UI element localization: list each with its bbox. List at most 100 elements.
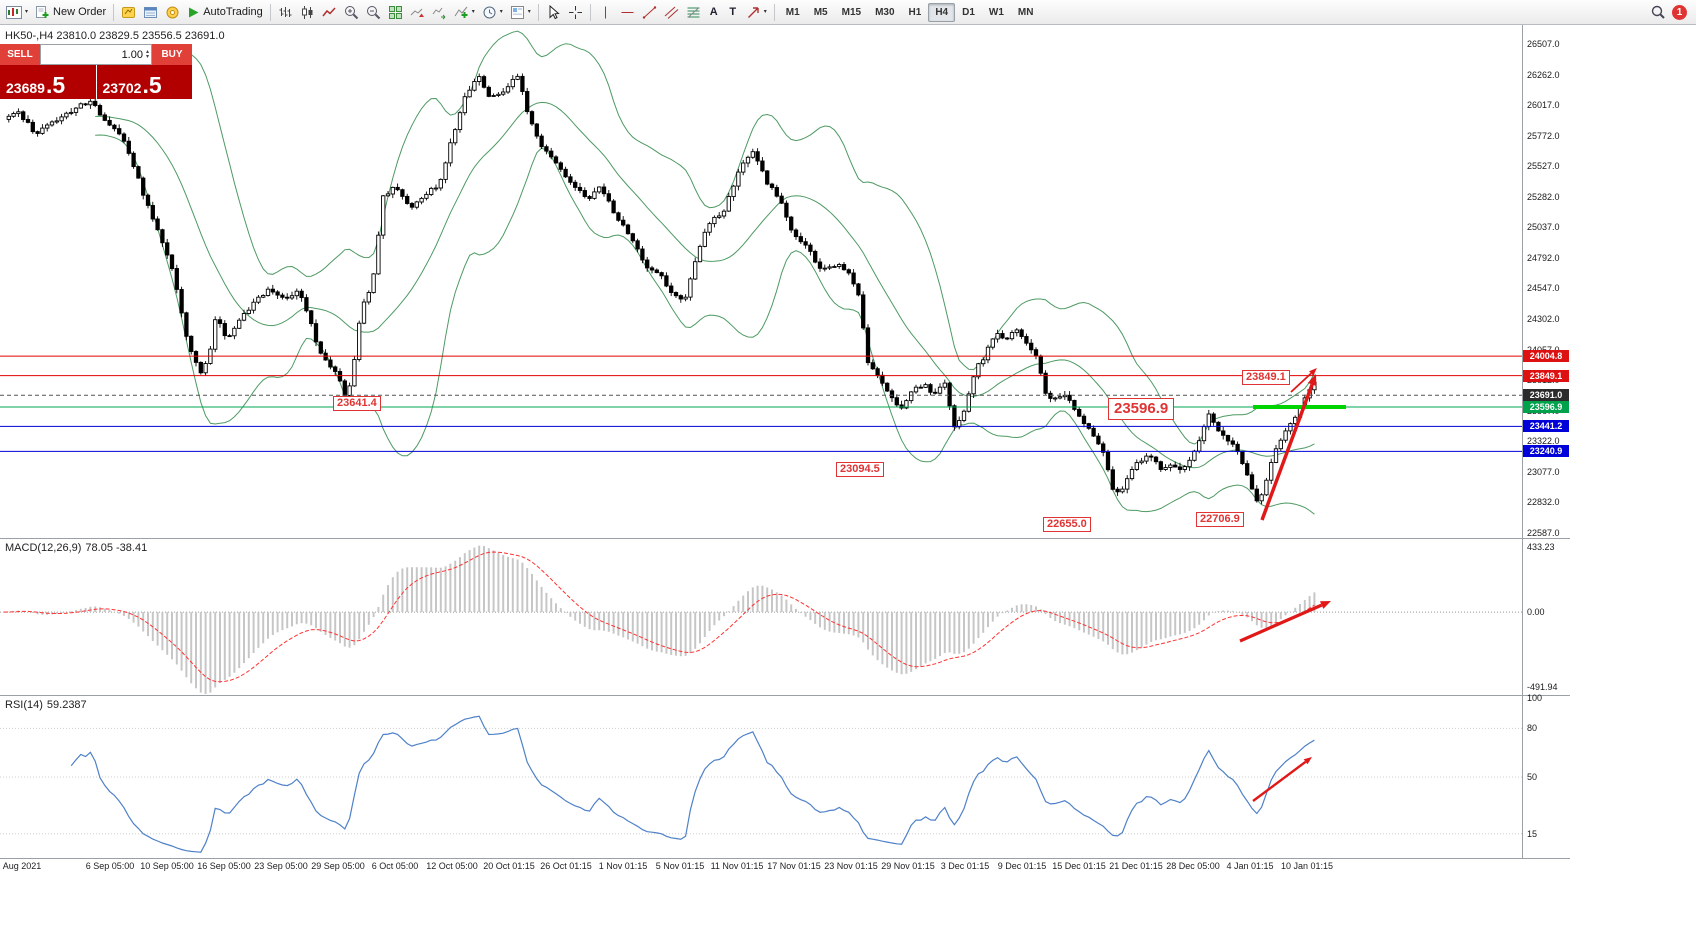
price-axis-label: 24057.0 [1527,345,1560,355]
sell-price[interactable]: 23689.5 [0,65,96,99]
tile-windows-button[interactable] [385,2,406,23]
time-axis-label: 10 Sep 05:00 [140,861,194,871]
time-axis-label: 26 Oct 01:15 [540,861,592,871]
price-level-label: 24004.8 [1523,350,1569,363]
new-chart-button[interactable]: ▾ [3,2,31,23]
templates-button[interactable]: ▾ [507,2,534,23]
timeframe-m15[interactable]: M15 [841,6,862,18]
time-axis-label: 28 Dec 05:00 [1166,861,1220,871]
text-tool-button[interactable]: A [705,2,723,23]
candlestick-icon [301,5,313,19]
indicators-button[interactable]: ▾ [451,2,478,23]
price-annotation: 22706.9 [1196,512,1244,527]
panel-separator[interactable] [0,538,1570,539]
candlestick-mode-button[interactable] [297,2,318,23]
time-axis-label: 4 Jan 01:15 [1226,861,1274,871]
fibonacci-tool-button[interactable] [683,2,704,23]
chart-shift-icon [432,7,446,19]
time-axis-label: 23 Nov 01:15 [824,861,878,871]
toolbar-separator [113,3,115,21]
buy-button[interactable]: BUY [152,44,192,65]
price-chart-canvas[interactable] [0,25,1522,538]
price-annotation: 23641.4 [333,396,381,411]
periods-button[interactable]: ▾ [479,2,506,23]
channel-tool-button[interactable] [661,2,682,23]
time-axis-label: 10 Jan 01:15 [1280,861,1334,871]
zoom-out-button[interactable] [363,2,384,23]
toolbar-separator [773,3,775,21]
time-axis-label: 3 Dec 01:15 [940,861,990,871]
search-button[interactable] [1647,2,1669,23]
price-axis-label: 22832.0 [1527,497,1560,508]
strategy-tester-button[interactable] [162,2,183,23]
price-level-label: 23596.9 [1523,401,1569,414]
one-click-trading-panel: SELL 1.00 ▴ ▾ BUY 23689.5 23702.5 [0,44,192,99]
bar-chart-mode-button[interactable] [275,2,296,23]
cursor-tool-button[interactable] [543,2,564,23]
trendline-tool-button[interactable] [639,2,660,23]
arrows-tool-button[interactable]: ▾ [743,2,770,23]
new-order-icon [36,5,49,18]
main-toolbar: ▾ New Order AutoTrading ▾ ▾ ▾ A T ▾ [0,0,1696,25]
panel-separator[interactable] [0,695,1570,696]
time-axis-label: 17 Nov 01:15 [767,861,821,871]
rsi-name: RSI(14) [5,699,43,711]
timeframe-group: M1 M5 M15 M30 H1 H4 D1 W1 MN [779,2,1041,22]
price-annotation: 22655.0 [1043,517,1091,532]
price-axis-border [1522,25,1523,858]
macd-label: MACD(12,26,9) 78.05 -38.41 [5,542,147,554]
timeframe-m5[interactable]: M5 [813,6,828,18]
macd-name: MACD(12,26,9) [5,542,82,554]
chevron-down-icon: ▾ [471,9,475,15]
timeframe-m30[interactable]: M30 [875,6,895,18]
autotrading-play-icon [189,7,199,17]
cursor-icon [549,4,560,19]
new-order-button[interactable]: New Order [32,2,109,23]
fibonacci-icon [687,6,700,18]
rsi-canvas[interactable] [0,696,1522,858]
volume-input[interactable]: 1.00 ▴ ▾ [40,44,152,65]
label-tool-icon: T [729,6,737,18]
timeframe-h4[interactable]: H4 [928,2,956,22]
timeframe-mn[interactable]: MN [1017,6,1034,18]
toolbar-separator [589,3,591,21]
templates-icon [510,5,524,19]
sell-price-main: 23689 [6,79,45,96]
time-axis-label: 15 Dec 01:15 [1052,861,1106,871]
autotrading-button[interactable]: AutoTrading [184,2,266,23]
line-chart-mode-button[interactable] [319,2,340,23]
spinner-up-icon[interactable]: ▴ [145,48,149,55]
market-watch-button[interactable] [140,2,161,23]
sell-price-pips: .5 [45,72,66,99]
auto-scroll-button[interactable] [407,2,428,23]
macd-axis-label: -491.94 [1527,682,1558,692]
time-axis-label: Aug 2021 [2,861,42,871]
timeframe-m1[interactable]: M1 [785,6,800,18]
chevron-down-icon: ▾ [763,9,767,15]
timeframe-h1[interactable]: H1 [908,6,922,18]
zoom-in-button[interactable] [341,2,362,23]
spinner-down-icon[interactable]: ▾ [145,53,149,60]
buy-price-pips: .5 [142,72,162,99]
timeframe-d1[interactable]: D1 [962,6,975,18]
metaeditor-button[interactable] [118,2,139,23]
notification-badge[interactable]: 1 [1672,4,1687,20]
crosshair-tool-button[interactable] [565,2,586,23]
label-tool-button[interactable]: T [724,2,742,23]
buy-price[interactable]: 23702.5 [96,65,192,99]
crosshair-icon [568,5,582,19]
vertical-line-tool-button[interactable] [595,2,616,23]
time-axis-label: 12 Oct 05:00 [426,861,478,871]
timeframe-w1[interactable]: W1 [988,6,1004,18]
sell-button[interactable]: SELL [0,44,40,65]
price-axis-label: 26262.0 [1527,69,1560,80]
volume-spinner[interactable]: ▴ ▾ [145,48,149,60]
chart-shift-button[interactable] [429,2,450,23]
rsi-axis-label: 100 [1527,693,1543,703]
price-axis-label: 25772.0 [1527,130,1560,141]
price-axis-label: 25037.0 [1527,222,1560,233]
time-axis-label: 6 Sep 05:00 [85,861,135,871]
time-axis-label: 29 Sep 05:00 [311,861,365,871]
macd-canvas[interactable] [0,539,1522,695]
horizontal-line-tool-button[interactable] [617,2,638,23]
